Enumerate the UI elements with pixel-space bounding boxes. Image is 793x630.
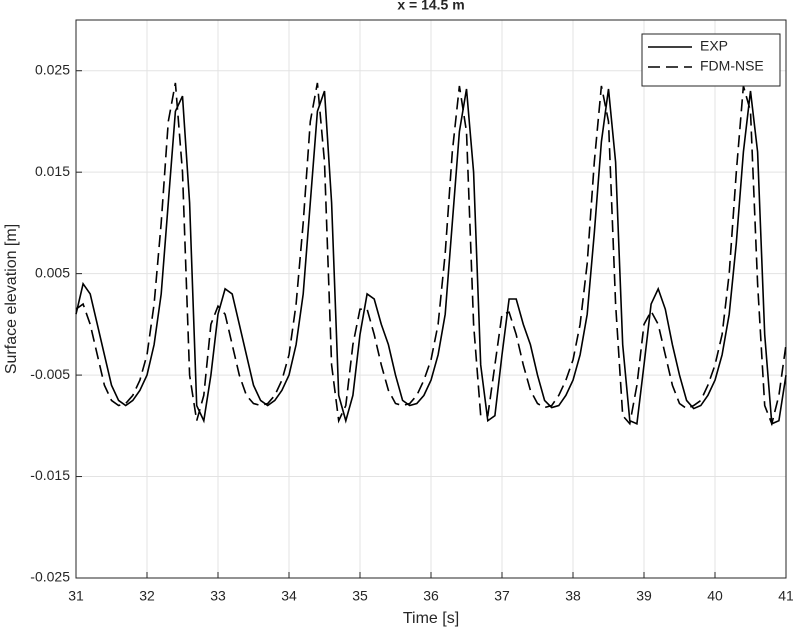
y-tick-label: -0.015 (30, 467, 70, 483)
x-tick-label: 33 (210, 588, 226, 604)
x-tick-label: 38 (565, 588, 581, 604)
axes-box (75, 19, 787, 579)
x-tick-label: 32 (139, 588, 155, 604)
y-tick-label: -0.025 (30, 569, 70, 585)
x-tick-label: 36 (423, 588, 439, 604)
x-tick-label: 31 (68, 588, 84, 604)
x-tick-label: 41 (778, 588, 793, 604)
chart-title: x = 14.5 m (397, 0, 464, 13)
x-tick-label: 35 (352, 588, 368, 604)
y-tick-label: -0.005 (30, 366, 70, 382)
series-line (75, 88, 787, 425)
x-tick-label: 40 (707, 588, 723, 604)
x-tick-label: 37 (494, 588, 510, 604)
x-axis-label: Time [s] (403, 610, 459, 627)
y-tick-label: 0.025 (35, 61, 70, 77)
x-tick-label: 39 (636, 588, 652, 604)
legend-label: FDM-NSE (700, 58, 764, 74)
legend-label: EXP (700, 38, 728, 54)
x-tick-label: 34 (281, 588, 297, 604)
y-axis-label: Surface elevation [m] (3, 224, 20, 374)
legend-box (641, 33, 781, 87)
y-tick-label: 0.005 (35, 264, 70, 280)
series-line (75, 82, 787, 427)
y-tick-label: 0.015 (35, 163, 70, 179)
